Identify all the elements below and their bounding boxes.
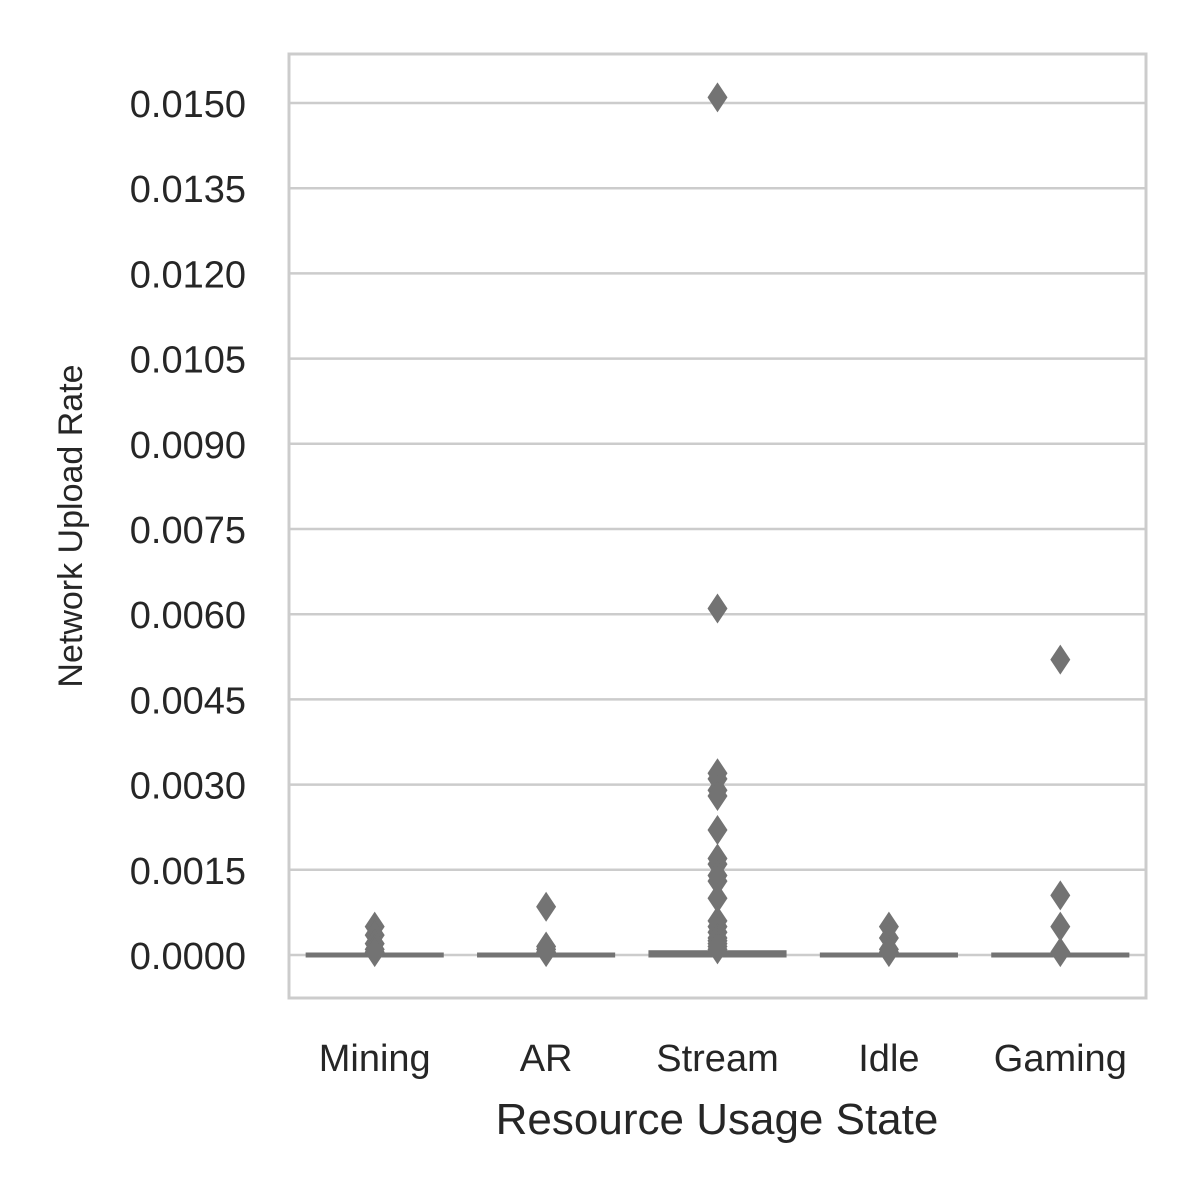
x-tick-label-idle: Idle — [858, 1038, 919, 1080]
y-tick-label: 0.0000 — [130, 936, 246, 978]
outlier-point-ar — [536, 891, 557, 922]
y-tick-label: 0.0090 — [130, 425, 246, 467]
outlier-point-gaming — [1050, 911, 1071, 942]
y-tick-label: 0.0075 — [130, 510, 246, 552]
y-tick-label: 0.0030 — [130, 766, 246, 808]
outlier-point-stream — [707, 780, 728, 811]
outlier-point-stream — [707, 82, 728, 113]
x-tick-label-gaming: Gaming — [994, 1038, 1127, 1080]
outlier-point-stream — [707, 593, 728, 624]
y-tick-label: 0.0120 — [130, 254, 246, 296]
outlier-point-ar — [536, 937, 557, 968]
x-tick-label-ar: AR — [520, 1038, 573, 1080]
x-axis-title: Resource Usage State — [496, 1095, 939, 1144]
outlier-point-stream — [707, 866, 728, 897]
outlier-point-mining — [364, 937, 385, 968]
outlier-point-gaming — [1050, 880, 1071, 911]
plot-frame — [287, 52, 1148, 1000]
outlier-point-idle — [878, 937, 899, 968]
outlier-point-stream — [707, 883, 728, 914]
y-axis-title: Network Upload Rate — [52, 364, 90, 687]
outlier-point-gaming — [1050, 644, 1071, 675]
y-tick-label: 0.0015 — [130, 851, 246, 893]
y-tick-label: 0.0105 — [130, 340, 246, 382]
outlier-point-gaming — [1050, 937, 1071, 968]
x-tick-label-stream: Stream — [656, 1038, 778, 1080]
outlier-point-stream — [707, 934, 728, 965]
x-tick-label-mining: Mining — [319, 1038, 431, 1080]
y-tick-labels: 0.0000 0.0015 0.0030 0.0045 0.0060 0.0075 0.00… — [130, 84, 246, 978]
x-tick-labels: Mining AR Stream Idle Gaming — [319, 1038, 1127, 1080]
y-tick-label: 0.0060 — [130, 595, 246, 637]
outlier-point-stream — [707, 815, 728, 846]
y-tick-label: 0.0150 — [130, 84, 246, 126]
y-tick-label: 0.0045 — [130, 680, 246, 722]
outlier-markers — [364, 82, 1071, 968]
y-tick-label: 0.0135 — [130, 169, 246, 211]
